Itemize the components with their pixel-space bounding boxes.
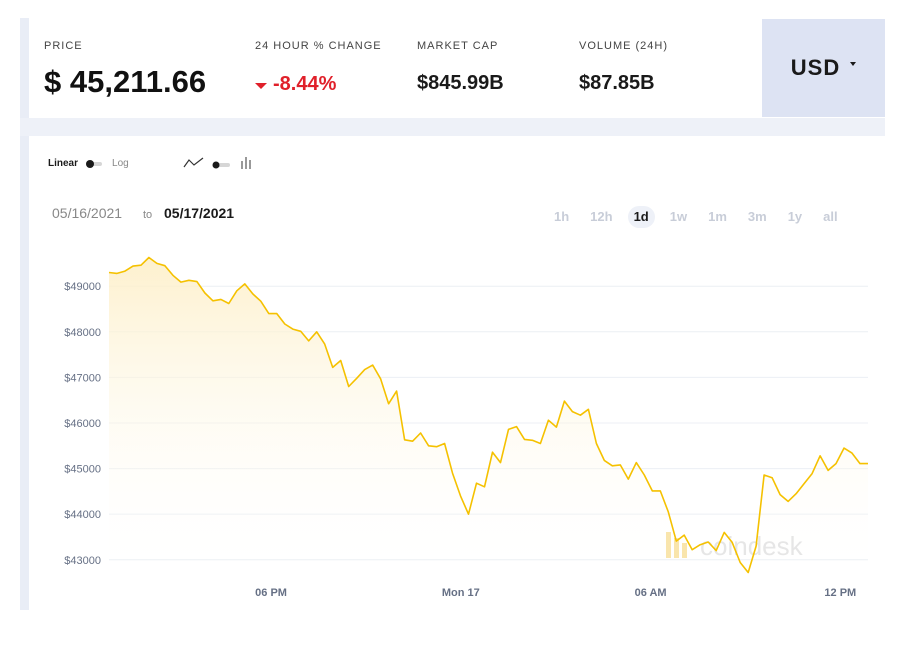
- change-label: 24 HOUR % CHANGE: [255, 40, 382, 52]
- change-value: -8.44%: [273, 73, 337, 95]
- bar-chart-icon: [241, 157, 251, 169]
- scale-linear-label: Linear: [48, 158, 79, 169]
- line-chart-icon: [183, 157, 204, 168]
- toggle-knob: [212, 161, 220, 169]
- switch-track: [90, 161, 103, 166]
- price-label: PRICE: [44, 40, 83, 52]
- y-tick-label: $49000: [64, 281, 101, 293]
- currency-label: USD: [790, 55, 841, 80]
- x-tick-label: 06 PM: [255, 587, 287, 599]
- panel-frame-left: [20, 18, 29, 610]
- period-selector: 1h 12h 1d 1w 1m 3m 1y all: [548, 206, 853, 228]
- chart-type-icons: [183, 157, 251, 169]
- currency-selector[interactable]: USD: [762, 19, 885, 117]
- period-1w[interactable]: 1w: [669, 209, 688, 224]
- y-tick-label: $43000: [64, 555, 101, 567]
- range-to-word: to: [143, 209, 153, 221]
- x-tick-label: 06 AM: [635, 587, 667, 599]
- period-all[interactable]: all: [823, 209, 838, 224]
- y-tick-label: $48000: [64, 327, 101, 339]
- range-start-date[interactable]: 05/16/2021: [52, 205, 123, 221]
- y-tick-label: $47000: [64, 372, 101, 384]
- range-end-date[interactable]: 05/17/2021: [164, 205, 235, 221]
- x-axis-ticks: 06 PM Mon 17 06 AM 12 PM: [255, 587, 856, 599]
- period-1m[interactable]: 1m: [708, 209, 727, 224]
- scale-switch[interactable]: [86, 159, 104, 168]
- switch-knob: [86, 159, 95, 168]
- period-12h[interactable]: 12h: [590, 209, 613, 224]
- down-arrow-icon: [255, 82, 267, 89]
- y-axis-ticks: $43000 $44000 $45000 $46000 $47000 $48000 $490…: [64, 281, 101, 567]
- coindesk-watermark: coindesk: [666, 531, 804, 561]
- coindesk-logo-icon: [666, 532, 687, 558]
- scale-log-label: Log: [112, 158, 129, 169]
- period-1y[interactable]: 1y: [787, 209, 803, 224]
- x-tick-label: Mon 17: [442, 587, 480, 599]
- market-cap-label: MARKET CAP: [417, 40, 499, 52]
- volume-value: $87.85B: [579, 72, 655, 94]
- change-value-group: -8.44%: [255, 73, 336, 96]
- price-area: [109, 257, 868, 578]
- scale-toggle[interactable]: Linear Log: [48, 158, 129, 169]
- volume-label: VOLUME (24H): [579, 40, 669, 52]
- y-tick-label: $46000: [64, 418, 101, 430]
- y-tick-label: $45000: [64, 464, 101, 476]
- toggle-track: [216, 163, 230, 167]
- period-1d[interactable]: 1d: [627, 206, 655, 228]
- period-1h[interactable]: 1h: [554, 209, 570, 224]
- caret-down-icon: [850, 62, 857, 66]
- watermark-text: coindesk: [700, 531, 804, 561]
- y-tick-label: $44000: [64, 509, 101, 521]
- panel-divider: [20, 118, 885, 136]
- chart-type-toggle[interactable]: [183, 155, 263, 171]
- market-cap-value: $845.99B: [417, 72, 504, 94]
- price-value: $ 45,211.66: [44, 64, 207, 99]
- price-line: [108, 256, 868, 574]
- x-tick-label: 12 PM: [824, 587, 856, 599]
- period-3m[interactable]: 3m: [747, 209, 767, 224]
